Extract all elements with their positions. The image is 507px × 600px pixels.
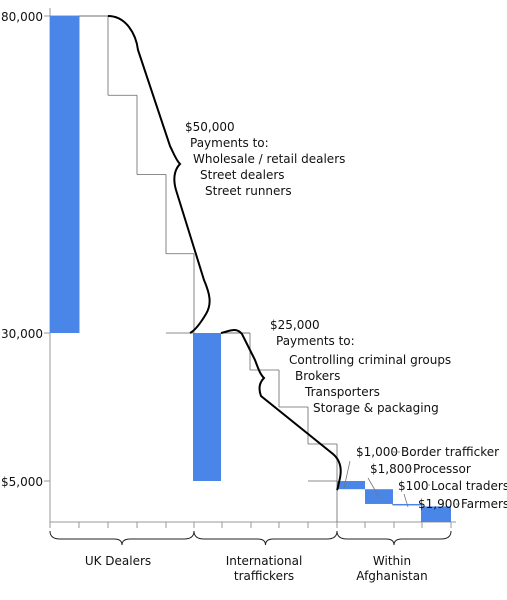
annotation-amount: $25,000 — [270, 318, 320, 332]
annotation-item: Wholesale / retail dealers — [193, 152, 345, 166]
annotation-amount: $50,000 — [185, 120, 235, 134]
value-label: $1,000 — [356, 445, 398, 459]
label-pointer — [343, 460, 351, 489]
group-brace — [193, 530, 338, 546]
group-label: Afghanistan — [356, 569, 427, 583]
brace-international — [220, 329, 342, 491]
bar — [421, 506, 451, 522]
bar — [193, 333, 221, 481]
label-pointer — [403, 493, 409, 508]
annotation-heading: Payments to: — [190, 136, 269, 150]
annotation-item: Transporters — [304, 385, 380, 399]
group-brace — [49, 530, 195, 546]
annotation-heading: Payments to: — [276, 334, 355, 348]
bar — [337, 481, 365, 490]
y-tick-label: $80,000 — [0, 10, 43, 24]
y-tick-label: $30,000 — [0, 327, 43, 341]
value-label: $1,800 — [370, 462, 412, 476]
annotation-item: Controlling criminal groups — [289, 353, 451, 367]
stage-name: Processor — [413, 462, 471, 476]
stage-name: Farmers — [461, 497, 507, 511]
label-pointer — [367, 477, 380, 498]
stage-name: Local traders — [431, 479, 507, 493]
stage-name: Border trafficker — [401, 445, 499, 459]
value-label: $100 — [398, 479, 429, 493]
group-label: International — [226, 554, 303, 568]
group-label: Within — [373, 554, 411, 568]
annotation-item: Street dealers — [200, 168, 285, 182]
value-label: $1,900 — [418, 497, 460, 511]
y-tick-label: $5,000 — [1, 475, 43, 489]
group-brace — [336, 530, 452, 546]
group-label: traffickers — [234, 569, 294, 583]
bar — [50, 16, 79, 333]
group-label: UK Dealers — [85, 554, 151, 568]
annotation-item: Storage & packaging — [313, 401, 439, 415]
annotation-item: Brokers — [295, 369, 340, 383]
annotation-item: Street runners — [205, 184, 292, 198]
label-pointer — [448, 507, 451, 513]
brace-uk-dealers — [107, 15, 211, 334]
